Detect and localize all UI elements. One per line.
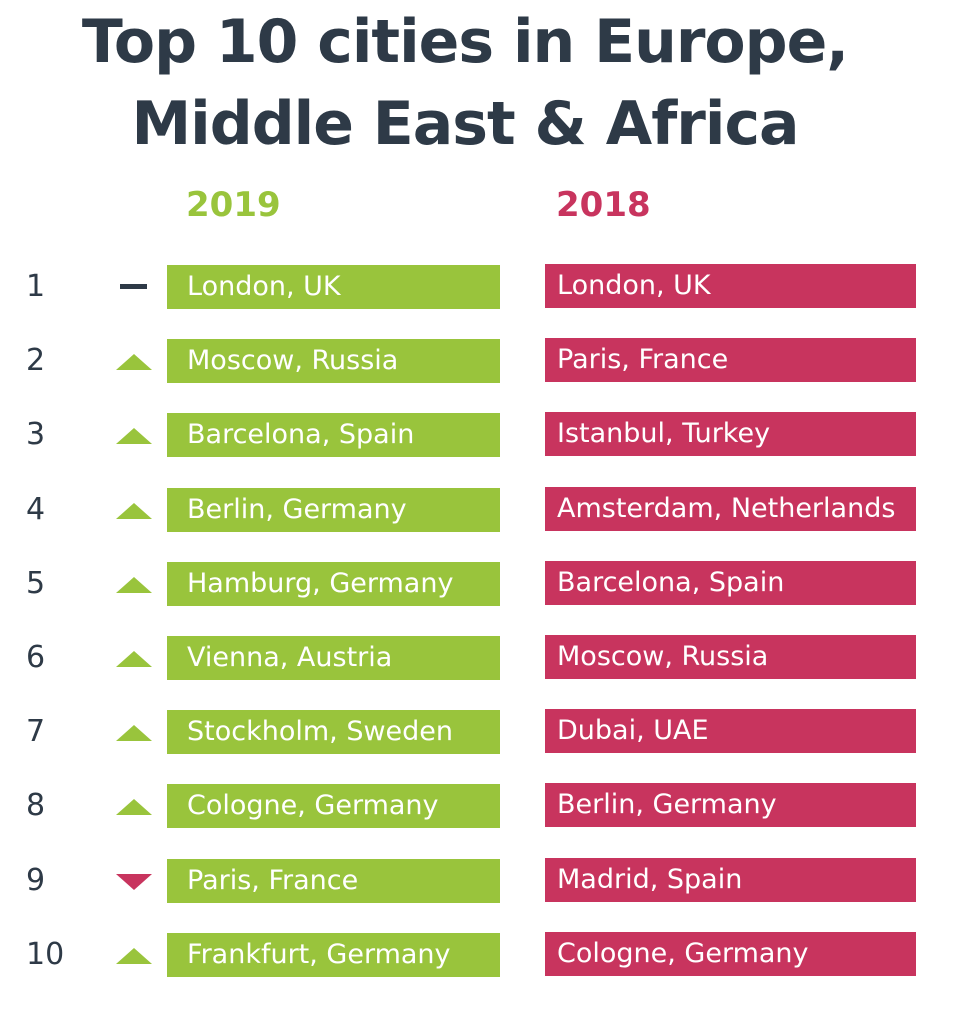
triangle-up-icon — [116, 502, 152, 519]
city-2018: Moscow, Russia — [545, 635, 916, 679]
triangle-up-icon — [116, 725, 152, 742]
city-2018: Dubai, UAE — [545, 709, 916, 754]
column-header-2019: 2019 — [186, 185, 281, 225]
city-2018: Cologne, Germany — [545, 931, 916, 976]
rank-number: 7 — [26, 714, 46, 750]
triangle-up-icon — [116, 354, 152, 371]
city-2019: Paris, France — [167, 858, 500, 903]
city-2019: Hamburg, Germany — [167, 561, 500, 606]
triangle-up-icon — [116, 947, 152, 964]
page-title-line-1: Top 10 cities in Europe, — [81, 7, 849, 77]
rank-number: 4 — [26, 491, 46, 527]
city-2018: Amsterdam, Netherlands — [545, 486, 916, 531]
triangle-up-icon — [116, 576, 152, 593]
city-2018: Istanbul, Turkey — [545, 412, 916, 457]
city-2019: Stockholm, Sweden — [167, 710, 500, 755]
city-2019: Moscow, Russia — [167, 339, 500, 384]
city-2019: London, UK — [167, 265, 500, 309]
rank-number: 3 — [26, 417, 46, 453]
rank-number: 1 — [26, 269, 46, 304]
triangle-up-icon — [116, 651, 152, 667]
rank-number: 6 — [26, 640, 46, 675]
city-2019: Berlin, Germany — [167, 487, 500, 532]
city-2018: Madrid, Spain — [545, 857, 916, 902]
triangle-up-icon — [116, 799, 152, 816]
city-2019: Frankfurt, Germany — [167, 932, 500, 977]
city-2018: Paris, France — [545, 338, 916, 383]
city-2019: Barcelona, Spain — [167, 413, 500, 458]
rank-number: 9 — [26, 862, 46, 898]
column-header-2018: 2018 — [556, 185, 651, 225]
triangle-down-icon — [116, 873, 152, 890]
triangle-up-icon — [116, 428, 152, 445]
page-title-line-2: Middle East & Africa — [131, 89, 799, 159]
city-2018: Berlin, Germany — [545, 783, 916, 828]
rank-number: 2 — [26, 343, 46, 379]
rank-number: 8 — [26, 788, 46, 824]
dash-icon — [120, 284, 147, 289]
rank-number: 10 — [26, 936, 65, 972]
city-2018: Barcelona, Spain — [545, 560, 916, 605]
rank-number: 5 — [26, 565, 46, 601]
city-2019: Cologne, Germany — [167, 784, 500, 829]
city-2018: London, UK — [545, 264, 916, 308]
city-2019: Vienna, Austria — [167, 636, 500, 680]
